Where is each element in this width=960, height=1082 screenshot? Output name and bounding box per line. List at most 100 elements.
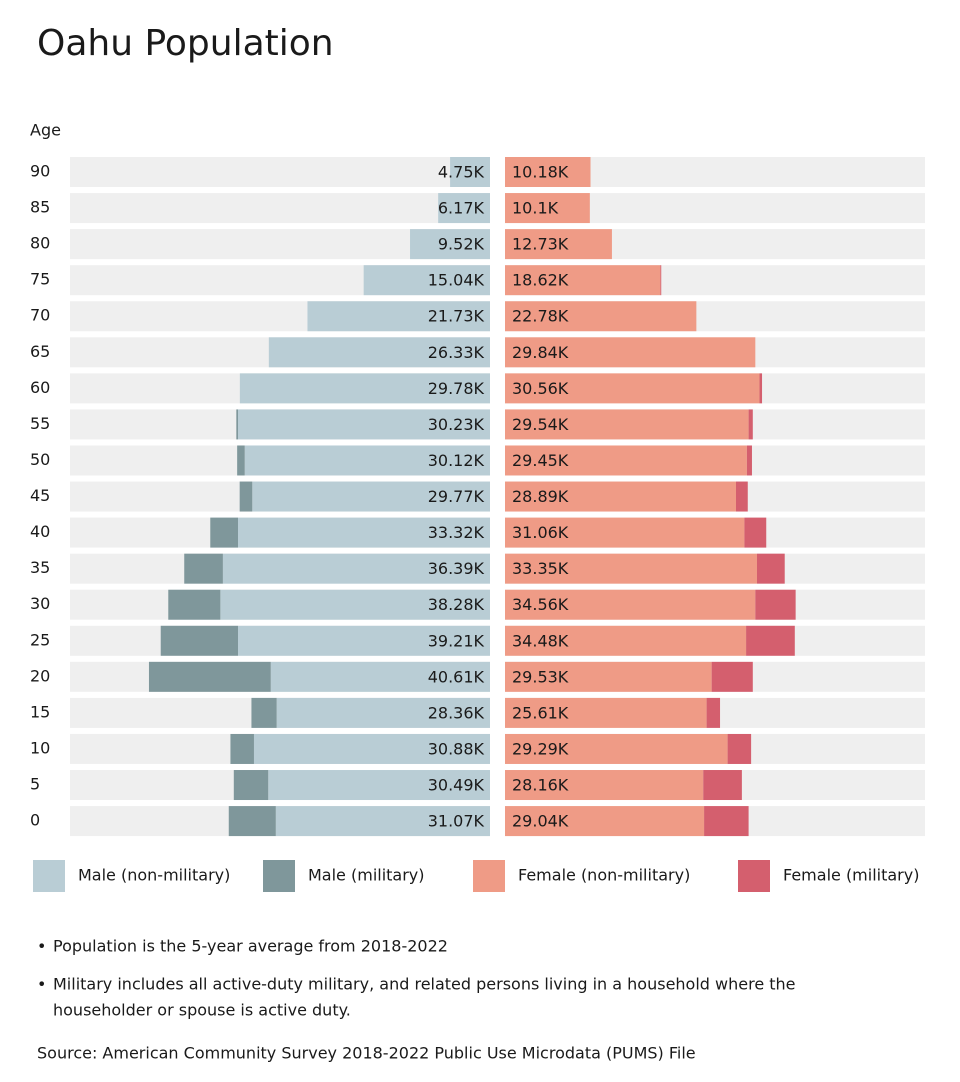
female-total-label: 18.62K: [512, 271, 569, 290]
bar-male: [233, 770, 269, 801]
bar-male: [237, 445, 245, 476]
bar-male: [220, 589, 491, 620]
y-tick-label: 85: [30, 198, 50, 217]
male-total-label: 30.49K: [428, 776, 485, 795]
bar-male: [222, 553, 490, 584]
bar-female: [505, 229, 612, 260]
female-total-label: 30.56K: [512, 379, 569, 398]
bar-male: [238, 517, 490, 548]
female-total-label: 33.35K: [512, 559, 569, 578]
y-tick-label: 80: [30, 234, 50, 253]
bar-female: [505, 733, 728, 764]
bullet: •: [37, 975, 46, 994]
male-total-label: 6.17K: [438, 199, 485, 218]
bar-male: [238, 409, 490, 440]
bar-male: [184, 553, 223, 584]
bar-female: [744, 517, 767, 548]
bar-female: [505, 697, 707, 728]
y-tick-label: 60: [30, 378, 50, 397]
bar-male: [239, 373, 490, 404]
male-total-label: 4.75K: [438, 163, 485, 182]
y-tick-label: 75: [30, 270, 50, 289]
male-total-label: 33.32K: [428, 523, 485, 542]
y-axis-label: Age: [30, 121, 61, 140]
male-total-label: 39.21K: [428, 631, 485, 650]
bar-female: [746, 625, 795, 656]
bar-female: [755, 589, 796, 620]
y-tick-label: 10: [30, 738, 50, 757]
female-total-label: 28.89K: [512, 487, 569, 506]
male-total-label: 38.28K: [428, 595, 485, 614]
legend-swatch: [473, 860, 505, 892]
bar-female: [748, 409, 753, 440]
bar-female: [505, 373, 760, 404]
y-tick-label: 5: [30, 775, 40, 794]
y-tick-label: 35: [30, 558, 50, 577]
male-total-label: 30.12K: [428, 451, 485, 470]
bar-female: [505, 337, 756, 368]
bar-male: [238, 625, 490, 656]
legend-label: Male (military): [308, 866, 425, 885]
bar-female: [505, 661, 712, 692]
female-total-label: 31.06K: [512, 523, 569, 542]
female-total-label: 25.61K: [512, 703, 569, 722]
female-total-label: 10.1K: [512, 199, 559, 218]
female-total-label: 22.78K: [512, 307, 569, 326]
female-total-label: 10.18K: [512, 163, 569, 182]
female-total-label: 12.73K: [512, 235, 569, 254]
y-tick-label: 40: [30, 522, 50, 541]
bar-male: [230, 733, 254, 764]
male-total-label: 26.33K: [428, 343, 485, 362]
bar-male: [236, 409, 238, 440]
y-tick-label: 15: [30, 702, 50, 721]
bar-male: [160, 625, 238, 656]
male-total-label: 28.36K: [428, 703, 485, 722]
bar-male: [148, 661, 271, 692]
male-total-label: 40.61K: [428, 667, 485, 686]
bar-male: [228, 806, 276, 837]
bar-male: [210, 517, 238, 548]
bar-male: [244, 445, 490, 476]
bar-female: [505, 445, 747, 476]
bar-female: [505, 409, 749, 440]
bar-female: [759, 373, 763, 404]
male-total-label: 29.77K: [428, 487, 485, 506]
bar-female: [505, 589, 756, 620]
female-total-label: 29.04K: [512, 812, 569, 831]
bar-male: [168, 589, 221, 620]
legend-swatch: [33, 860, 65, 892]
bullet: •: [37, 937, 46, 956]
bar-female: [757, 553, 785, 584]
bar-female: [505, 481, 736, 512]
y-tick-label: 55: [30, 414, 50, 433]
legend-swatch: [263, 860, 295, 892]
legend-label: Female (non-military): [518, 866, 690, 885]
male-total-label: 15.04K: [428, 271, 485, 290]
male-total-label: 31.07K: [428, 812, 485, 831]
bar-female: [505, 265, 661, 296]
legend-label: Male (non-military): [78, 866, 230, 885]
bar-male: [363, 265, 490, 296]
bar-female: [736, 481, 748, 512]
bar-male: [239, 481, 253, 512]
bar-female: [505, 770, 704, 801]
bar-male: [268, 770, 490, 801]
male-total-label: 29.78K: [428, 379, 485, 398]
male-total-label: 21.73K: [428, 307, 485, 326]
y-tick-label: 65: [30, 342, 50, 361]
bar-male: [410, 229, 490, 260]
bar-female: [505, 806, 705, 837]
bar-male: [270, 661, 490, 692]
note: Military includes all active-duty milita…: [53, 975, 796, 994]
bar-female: [505, 193, 590, 224]
bar-male: [268, 337, 490, 368]
y-tick-label: 20: [30, 666, 50, 685]
bar-female: [704, 806, 749, 837]
female-total-label: 34.48K: [512, 631, 569, 650]
bar-female: [505, 301, 697, 332]
bar-male: [450, 157, 490, 187]
bar-male: [252, 481, 490, 512]
bar-male: [253, 733, 490, 764]
